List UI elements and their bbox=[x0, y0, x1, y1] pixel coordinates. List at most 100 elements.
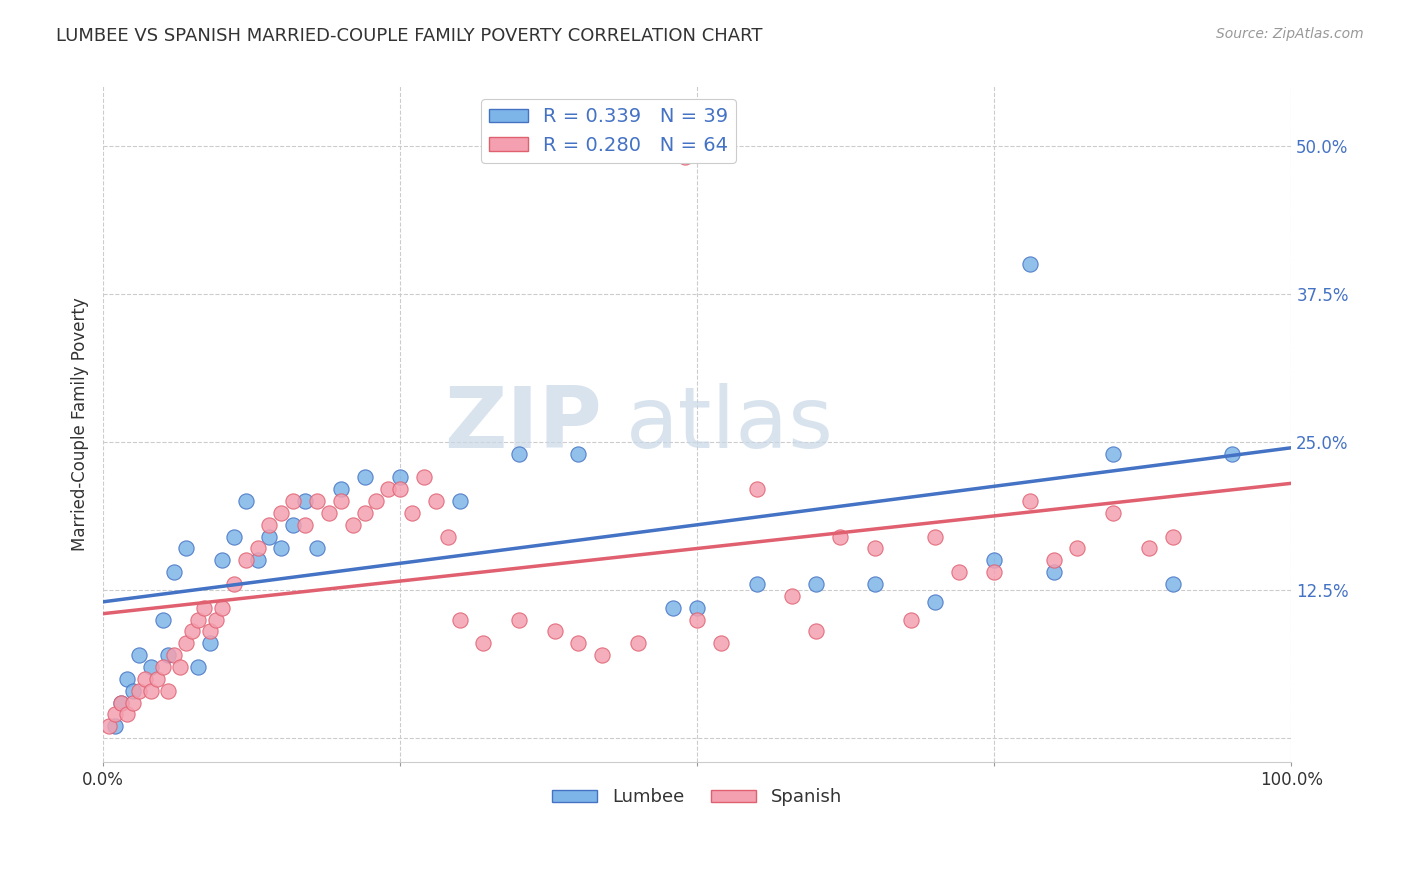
Point bbox=[745, 577, 768, 591]
Point bbox=[449, 494, 471, 508]
Point bbox=[181, 624, 204, 639]
Point bbox=[983, 565, 1005, 579]
Point bbox=[865, 541, 887, 556]
Point bbox=[283, 517, 305, 532]
Point bbox=[259, 517, 281, 532]
Point bbox=[157, 683, 180, 698]
Point bbox=[389, 482, 412, 496]
Text: Source: ZipAtlas.com: Source: ZipAtlas.com bbox=[1216, 27, 1364, 41]
Point bbox=[449, 613, 471, 627]
Point bbox=[187, 613, 209, 627]
Text: ZIP: ZIP bbox=[444, 383, 602, 466]
Point bbox=[222, 530, 245, 544]
Point bbox=[169, 660, 191, 674]
Point bbox=[163, 565, 186, 579]
Y-axis label: Married-Couple Family Poverty: Married-Couple Family Poverty bbox=[72, 297, 89, 551]
Point bbox=[128, 648, 150, 662]
Point bbox=[1042, 565, 1064, 579]
Point bbox=[283, 494, 305, 508]
Point bbox=[128, 683, 150, 698]
Point bbox=[294, 517, 316, 532]
Point bbox=[567, 636, 589, 650]
Point bbox=[139, 683, 162, 698]
Point bbox=[246, 553, 269, 567]
Point bbox=[627, 636, 650, 650]
Point bbox=[686, 600, 709, 615]
Point bbox=[1042, 553, 1064, 567]
Point bbox=[246, 541, 269, 556]
Point bbox=[436, 530, 458, 544]
Point bbox=[686, 613, 709, 627]
Point bbox=[673, 151, 696, 165]
Point bbox=[110, 696, 132, 710]
Point bbox=[152, 613, 174, 627]
Point bbox=[508, 613, 530, 627]
Point bbox=[1102, 506, 1125, 520]
Point bbox=[198, 636, 221, 650]
Point bbox=[924, 530, 946, 544]
Point bbox=[98, 719, 121, 733]
Point bbox=[828, 530, 851, 544]
Point bbox=[472, 636, 495, 650]
Point bbox=[413, 470, 436, 484]
Point bbox=[305, 494, 328, 508]
Point bbox=[305, 541, 328, 556]
Point bbox=[1066, 541, 1088, 556]
Point bbox=[294, 494, 316, 508]
Point bbox=[110, 696, 132, 710]
Point bbox=[342, 517, 364, 532]
Point bbox=[1102, 447, 1125, 461]
Point bbox=[235, 553, 257, 567]
Point bbox=[591, 648, 613, 662]
Point bbox=[804, 624, 827, 639]
Point bbox=[900, 613, 922, 627]
Point bbox=[366, 494, 388, 508]
Point bbox=[508, 447, 530, 461]
Point bbox=[121, 696, 143, 710]
Point bbox=[1220, 447, 1243, 461]
Point bbox=[134, 672, 156, 686]
Point bbox=[176, 636, 198, 650]
Point bbox=[270, 506, 292, 520]
Point bbox=[115, 707, 138, 722]
Point bbox=[121, 683, 143, 698]
Point bbox=[948, 565, 970, 579]
Point bbox=[1161, 577, 1184, 591]
Point bbox=[193, 600, 215, 615]
Point bbox=[152, 660, 174, 674]
Point bbox=[270, 541, 292, 556]
Point bbox=[115, 672, 138, 686]
Point bbox=[567, 447, 589, 461]
Point bbox=[353, 506, 375, 520]
Point bbox=[401, 506, 423, 520]
Point bbox=[222, 577, 245, 591]
Point bbox=[145, 672, 167, 686]
Point bbox=[163, 648, 186, 662]
Point bbox=[211, 600, 233, 615]
Point bbox=[211, 553, 233, 567]
Point bbox=[1161, 530, 1184, 544]
Point bbox=[389, 470, 412, 484]
Point bbox=[157, 648, 180, 662]
Point bbox=[804, 577, 827, 591]
Point bbox=[782, 589, 804, 603]
Point bbox=[1019, 494, 1042, 508]
Point bbox=[710, 636, 733, 650]
Point bbox=[235, 494, 257, 508]
Point bbox=[187, 660, 209, 674]
Point bbox=[353, 470, 375, 484]
Text: atlas: atlas bbox=[626, 383, 834, 466]
Point bbox=[1137, 541, 1160, 556]
Point bbox=[745, 482, 768, 496]
Point bbox=[983, 553, 1005, 567]
Point bbox=[329, 482, 352, 496]
Legend: Lumbee, Spanish: Lumbee, Spanish bbox=[546, 781, 849, 814]
Point bbox=[318, 506, 340, 520]
Text: LUMBEE VS SPANISH MARRIED-COUPLE FAMILY POVERTY CORRELATION CHART: LUMBEE VS SPANISH MARRIED-COUPLE FAMILY … bbox=[56, 27, 762, 45]
Point bbox=[329, 494, 352, 508]
Point bbox=[176, 541, 198, 556]
Point bbox=[198, 624, 221, 639]
Point bbox=[924, 595, 946, 609]
Point bbox=[104, 707, 127, 722]
Point bbox=[259, 530, 281, 544]
